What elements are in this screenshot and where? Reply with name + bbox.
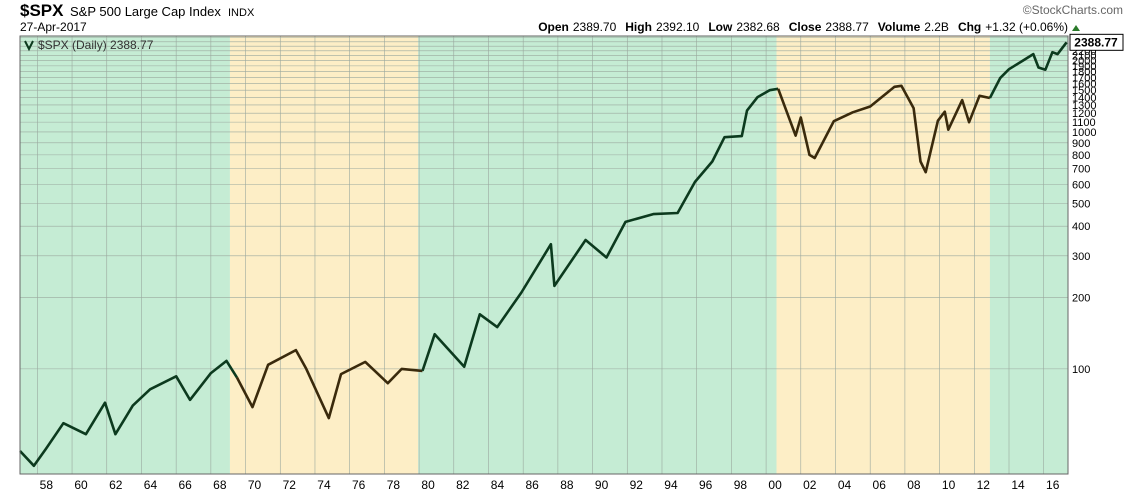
last-value-box bbox=[1069, 33, 1124, 51]
chart-title: S&P 500 Large Cap Index bbox=[70, 4, 221, 19]
x-tick-label: 58 bbox=[40, 478, 54, 492]
period-band bbox=[229, 36, 419, 474]
x-tick-label: 80 bbox=[421, 478, 435, 492]
y-tick-label: 1100 bbox=[1072, 117, 1096, 129]
period-band bbox=[20, 36, 230, 474]
y-tick-label: 1700 bbox=[1072, 72, 1096, 84]
x-tick-label: 70 bbox=[248, 478, 262, 492]
y-tick-label: 1200 bbox=[1072, 108, 1096, 120]
y-tick-label: 1400 bbox=[1072, 92, 1096, 104]
quote-value: 2392.10 bbox=[656, 20, 700, 34]
x-tick-label: 92 bbox=[630, 478, 644, 492]
y-tick-label: 100 bbox=[1072, 364, 1090, 376]
quote-name: Low bbox=[708, 20, 733, 34]
y-tick-label: 1000 bbox=[1072, 127, 1096, 139]
price-line bbox=[988, 41, 1068, 99]
y-tick-label: 1600 bbox=[1072, 79, 1096, 91]
y-tick-label: 1300 bbox=[1072, 100, 1096, 112]
exchange: INDX bbox=[228, 7, 255, 19]
x-tick-label: 90 bbox=[595, 478, 609, 492]
y-tick-label: 2100 bbox=[1072, 51, 1096, 63]
y-tick-label: 500 bbox=[1072, 198, 1090, 210]
x-tick-label: 68 bbox=[213, 478, 227, 492]
quote-name: High bbox=[625, 20, 652, 34]
legend-icon bbox=[24, 40, 34, 52]
x-tick-label: 72 bbox=[283, 478, 297, 492]
price-line bbox=[19, 359, 238, 468]
date: 27-Apr-2017 bbox=[20, 20, 87, 34]
quote-name: Chg bbox=[958, 20, 981, 34]
y-tick-label: 1500 bbox=[1072, 85, 1096, 97]
y-tick-label: 300 bbox=[1072, 251, 1090, 263]
price-line bbox=[421, 87, 779, 372]
x-tick-label: 64 bbox=[144, 478, 158, 492]
y-tick-label: 1800 bbox=[1072, 66, 1096, 78]
change-arrow bbox=[1072, 25, 1080, 31]
quote-name: Close bbox=[789, 20, 822, 34]
legend: $SPX (Daily) 2388.77 bbox=[38, 38, 154, 52]
plot-border bbox=[19, 35, 1069, 475]
y-tick-label: 600 bbox=[1072, 179, 1090, 191]
period-band bbox=[776, 36, 990, 474]
x-tick-label: 08 bbox=[907, 478, 921, 492]
x-tick-label: 16 bbox=[1046, 478, 1060, 492]
x-tick-label: 00 bbox=[768, 478, 782, 492]
x-tick-label: 12 bbox=[977, 478, 991, 492]
quote-value: 2.2B bbox=[924, 20, 949, 34]
quote-name: Volume bbox=[878, 20, 921, 34]
x-tick-label: 84 bbox=[491, 478, 505, 492]
y-tick-label: 200 bbox=[1072, 293, 1090, 305]
x-tick-label: 76 bbox=[352, 478, 366, 492]
y-tick-label: 800 bbox=[1072, 150, 1090, 162]
price-line bbox=[235, 348, 423, 420]
symbol: $SPX bbox=[20, 1, 64, 20]
y-tick-label: 700 bbox=[1072, 164, 1090, 176]
quote-value: 2382.68 bbox=[736, 20, 780, 34]
y-tick-label: 900 bbox=[1072, 138, 1090, 150]
x-tick-label: 98 bbox=[734, 478, 748, 492]
x-tick-label: 88 bbox=[560, 478, 574, 492]
x-tick-label: 66 bbox=[178, 478, 192, 492]
x-tick-label: 04 bbox=[838, 478, 852, 492]
quote-value: +1.32 (+0.06%) bbox=[985, 20, 1068, 34]
y-tick-label: 1900 bbox=[1072, 61, 1096, 73]
x-tick-label: 82 bbox=[456, 478, 470, 492]
x-tick-label: 96 bbox=[699, 478, 713, 492]
x-tick-label: 74 bbox=[317, 478, 331, 492]
quote-value: 2389.70 bbox=[573, 20, 617, 34]
x-tick-label: 62 bbox=[109, 478, 123, 492]
period-band bbox=[989, 36, 1068, 474]
quote-value: 2388.77 bbox=[825, 20, 869, 34]
x-tick-label: 02 bbox=[803, 478, 817, 492]
x-tick-label: 10 bbox=[942, 478, 956, 492]
x-tick-label: 06 bbox=[873, 478, 887, 492]
x-tick-label: 14 bbox=[1011, 478, 1025, 492]
x-tick-label: 60 bbox=[74, 478, 88, 492]
copyright: ©StockCharts.com bbox=[1023, 3, 1123, 17]
x-tick-label: 78 bbox=[387, 478, 401, 492]
quote-name: Open bbox=[538, 20, 569, 34]
y-tick-label: 400 bbox=[1072, 221, 1090, 233]
x-tick-label: 94 bbox=[664, 478, 678, 492]
x-tick-label: 86 bbox=[525, 478, 539, 492]
plot-area bbox=[19, 35, 1069, 475]
price-line bbox=[776, 84, 991, 174]
period-band bbox=[418, 36, 777, 474]
y-tick-label: 2000 bbox=[1072, 56, 1096, 68]
last-value-label: 2388.77 bbox=[1074, 35, 1118, 49]
